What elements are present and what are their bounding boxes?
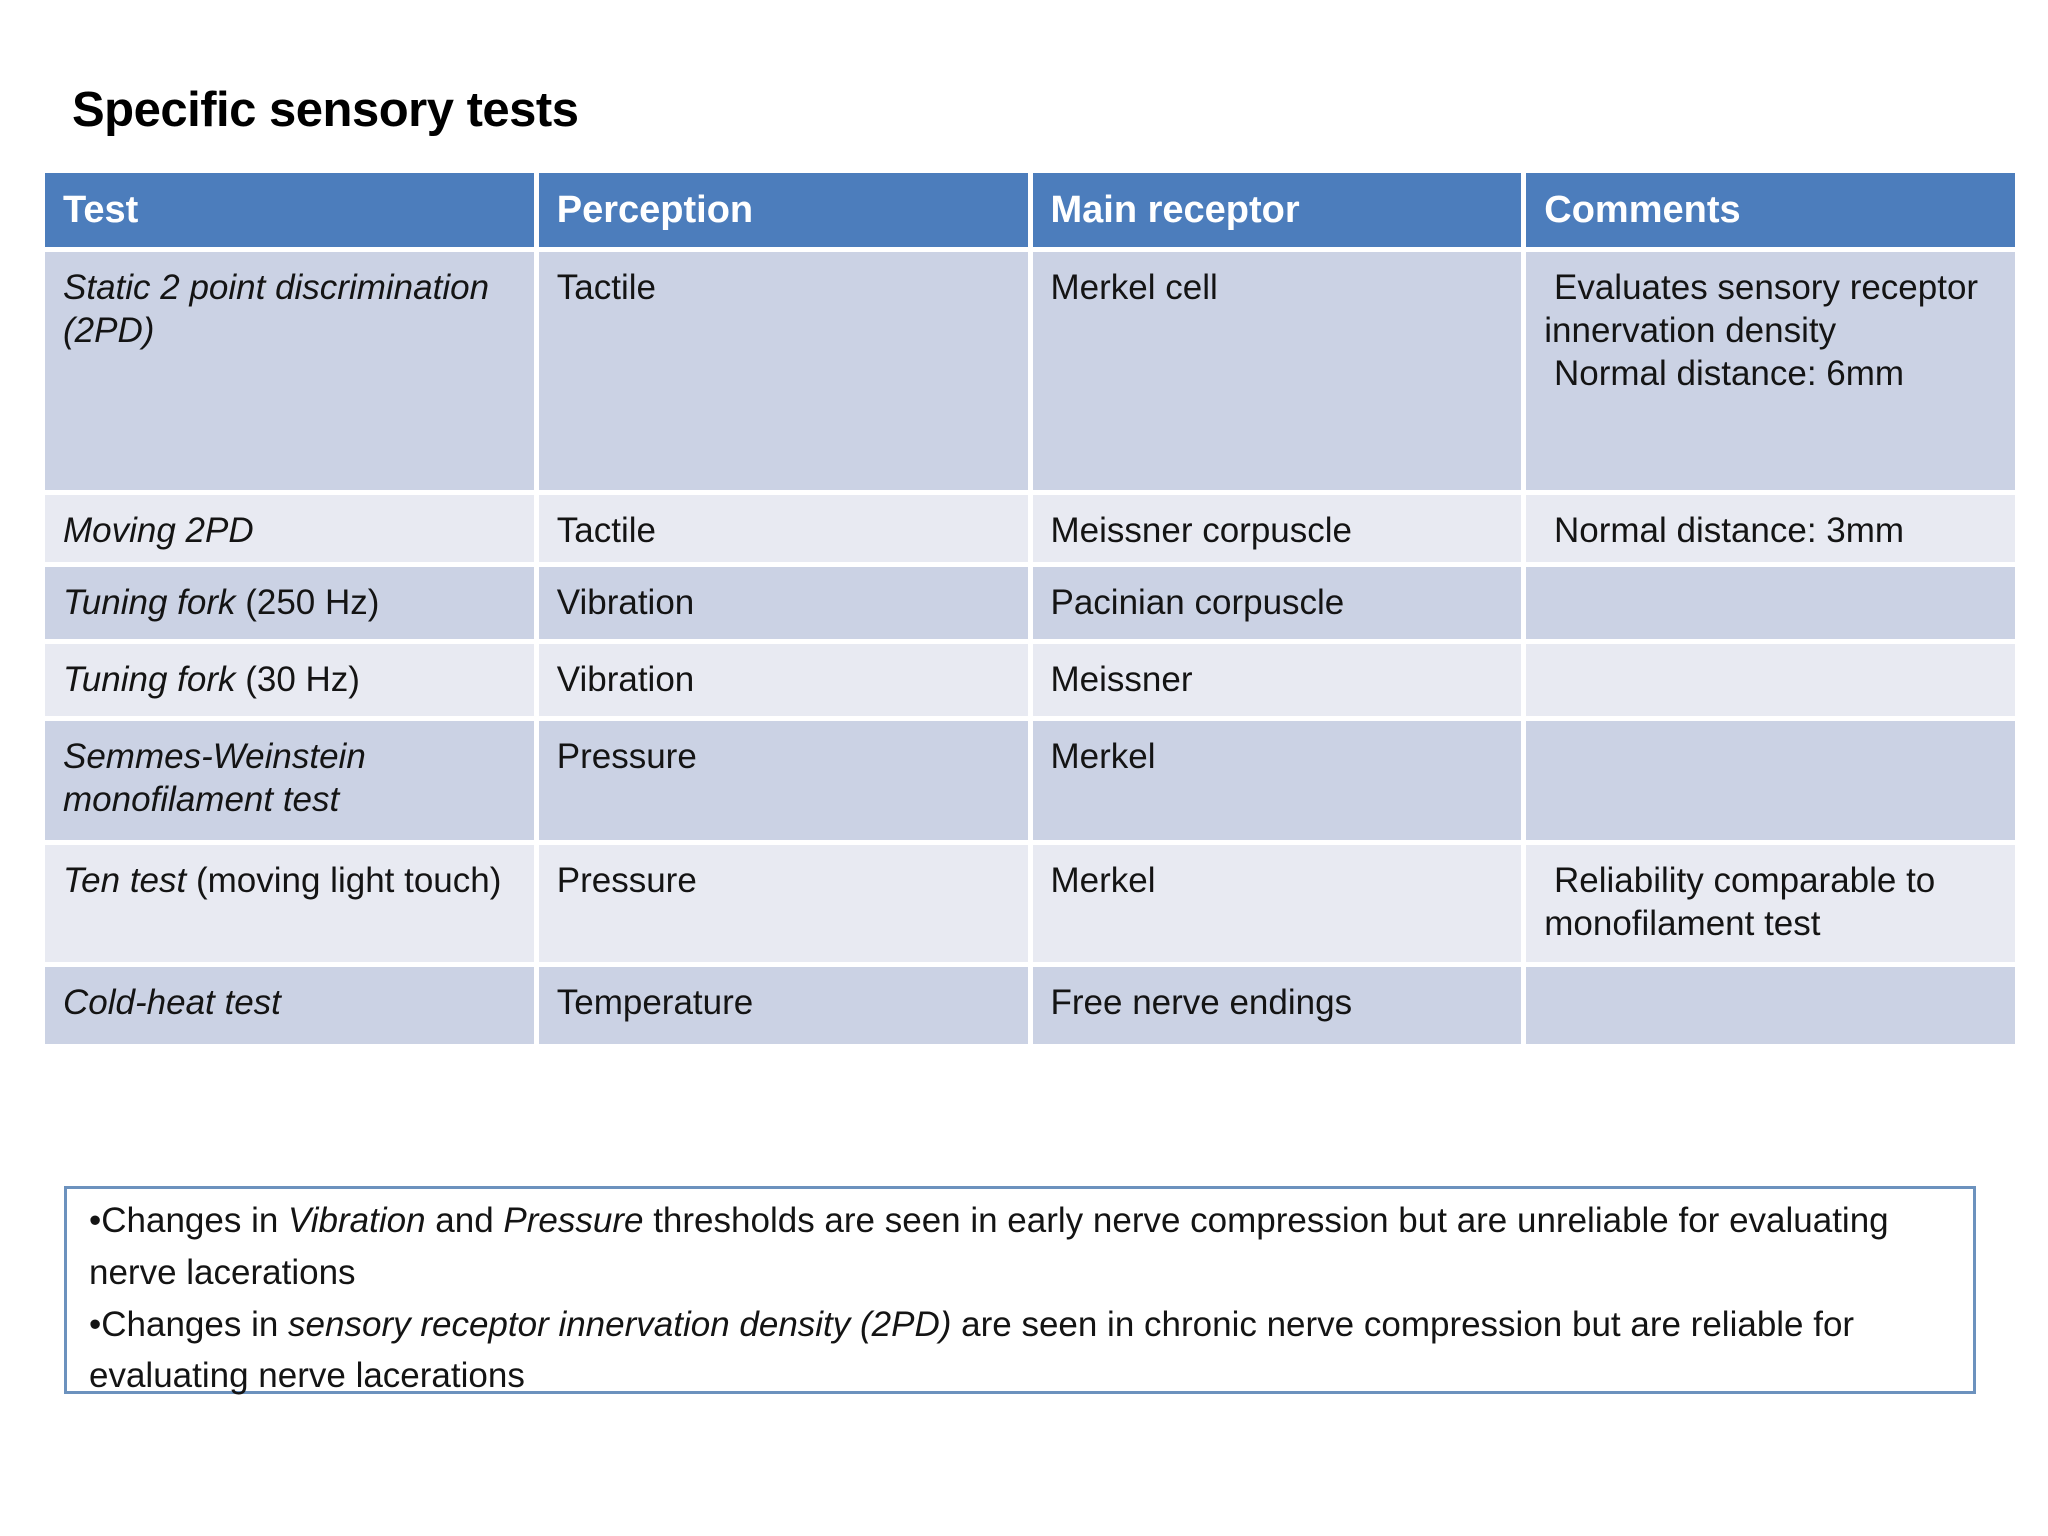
cell-perception: Tactile: [533, 489, 1033, 568]
note-bullet: •Changes in Vibration and Pressure thres…: [89, 1201, 1889, 1292]
test-name-suffix: (moving light touch): [186, 861, 502, 901]
test-name: Static 2 point discrimination (2PD): [63, 268, 490, 351]
cell-perception: Pressure: [533, 716, 1033, 846]
column-header-comments: Comments: [1521, 168, 2020, 252]
test-name: Moving 2PD: [63, 511, 254, 550]
cell-comments: [1521, 562, 2020, 645]
cell-perception: Temperature: [533, 962, 1033, 1050]
table-header-row: Test Perception Main receptor Comments: [40, 168, 2020, 252]
cell-receptor: Free nerve endings: [1027, 962, 1527, 1050]
cell-perception: Pressure: [533, 840, 1033, 968]
table-row: Cold-heat test Temperature Free nerve en…: [40, 962, 2020, 1050]
cell-test: Tuning fork (250 Hz): [40, 562, 539, 645]
cell-receptor: Merkel: [1027, 840, 1527, 968]
cell-test: Ten test (moving light touch): [40, 840, 539, 968]
cell-comments: Normal distance: 3mm: [1521, 489, 2020, 568]
cell-receptor: Merkel cell: [1027, 247, 1527, 495]
cell-receptor: Pacinian corpuscle: [1027, 562, 1527, 645]
test-name: Tuning fork: [63, 660, 236, 700]
table-row: Static 2 point discrimination (2PD) Tact…: [40, 247, 2020, 495]
cell-perception: Vibration: [533, 562, 1033, 645]
cell-test: Tuning fork (30 Hz): [40, 639, 539, 722]
test-name-suffix: (250 Hz): [235, 583, 380, 623]
cell-receptor: Meissner: [1027, 639, 1527, 722]
table-row: Tuning fork (30 Hz) Vibration Meissner: [40, 639, 2020, 722]
cell-receptor: Meissner corpuscle: [1027, 489, 1527, 568]
cell-perception: Tactile: [533, 247, 1033, 495]
cell-test: Semmes-Weinstein monofilament test: [40, 716, 539, 846]
test-name: Semmes-Weinstein monofilament test: [63, 737, 366, 820]
cell-perception: Vibration: [533, 639, 1033, 722]
table-row: Tuning fork (250 Hz) Vibration Pacinian …: [40, 562, 2020, 645]
note-bullet: •Changes in sensory receptor innervation…: [89, 1304, 1855, 1396]
notes-box: •Changes in Vibration and Pressure thres…: [64, 1186, 1976, 1395]
cell-comments: [1521, 716, 2020, 846]
sensory-tests-table-container: Test Perception Main receptor Comments S…: [40, 168, 2020, 1050]
column-header-perception: Perception: [533, 168, 1033, 252]
test-name: Ten test: [63, 861, 187, 901]
column-header-main-receptor: Main receptor: [1027, 168, 1527, 252]
cell-comments: [1521, 962, 2020, 1050]
test-name: Tuning fork: [63, 583, 236, 623]
sensory-tests-table: Test Perception Main receptor Comments S…: [40, 168, 2020, 1050]
table-row: Semmes-Weinstein monofilament test Press…: [40, 716, 2020, 846]
page-title: Specific sensory tests: [72, 83, 579, 137]
cell-test: Cold-heat test: [40, 962, 539, 1050]
cell-receptor: Merkel: [1027, 716, 1527, 846]
column-header-test: Test: [40, 168, 539, 252]
cell-comments: Evaluates sensory receptor innervation d…: [1521, 247, 2020, 495]
cell-test: Moving 2PD: [40, 489, 539, 568]
cell-comments: Reliability comparable to monofilament t…: [1521, 840, 2020, 968]
table-row: Moving 2PD Tactile Meissner corpuscle No…: [40, 489, 2020, 568]
test-name: Cold-heat test: [63, 983, 281, 1023]
cell-test: Static 2 point discrimination (2PD): [40, 247, 539, 495]
test-name-suffix: (30 Hz): [235, 660, 360, 700]
table-row: Ten test (moving light touch) Pressure M…: [40, 840, 2020, 968]
cell-comments: [1521, 639, 2020, 722]
